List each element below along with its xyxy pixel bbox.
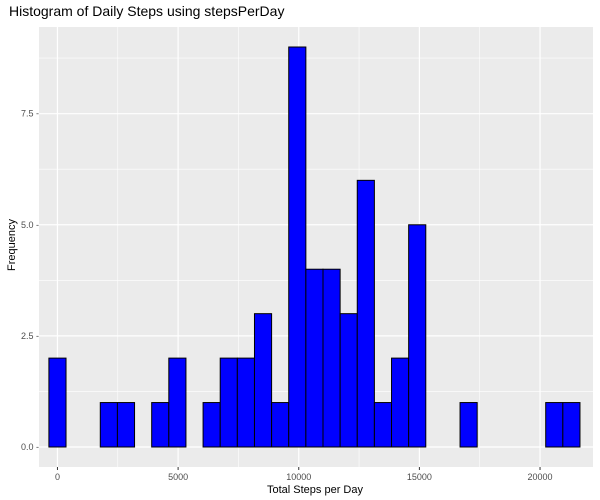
histogram-bar bbox=[253, 313, 273, 448]
y-axis-ticks: 0.0 - 2.5 - 5.0 - 7.5 - bbox=[21, 109, 39, 452]
histogram-bar bbox=[391, 357, 410, 448]
histogram-bar bbox=[48, 357, 67, 448]
histogram-bar bbox=[322, 268, 341, 448]
histogram-bar bbox=[356, 179, 375, 448]
histogram-bar bbox=[545, 402, 564, 448]
chart-title: Histogram of Daily Steps using stepsPerD… bbox=[9, 3, 284, 19]
y-axis-title: Frequency bbox=[6, 219, 18, 271]
x-tick-label: 20000 bbox=[528, 472, 553, 482]
histogram-bar bbox=[288, 46, 307, 448]
histogram-bar bbox=[459, 402, 478, 448]
x-axis-title: Total Steps per Day bbox=[267, 484, 363, 496]
histogram-bar bbox=[408, 224, 427, 448]
x-tick-label: 10000 bbox=[286, 472, 311, 482]
histogram-bar bbox=[168, 357, 187, 448]
x-axis-ticks: 0 5000 10000 15000 20000 bbox=[55, 467, 553, 482]
histogram-bar bbox=[151, 402, 170, 448]
histogram-bar bbox=[373, 402, 393, 448]
histogram-bar bbox=[219, 357, 238, 448]
histogram-bar bbox=[99, 402, 118, 448]
x-tick-label: 5000 bbox=[168, 472, 188, 482]
histogram-bar bbox=[116, 402, 136, 448]
y-tick-label: 0.0 - bbox=[21, 442, 39, 452]
histogram-bar bbox=[562, 402, 581, 448]
histogram-bar bbox=[339, 313, 358, 448]
histogram-bar bbox=[202, 402, 221, 448]
histogram-bar bbox=[305, 268, 324, 448]
y-tick-label: 5.0 - bbox=[21, 220, 39, 230]
y-tick-label: 2.5 - bbox=[21, 331, 39, 341]
histogram-bar bbox=[236, 357, 255, 448]
histogram-bar bbox=[271, 402, 290, 448]
x-tick-label: 0 bbox=[55, 472, 60, 482]
x-tick-label: 15000 bbox=[407, 472, 432, 482]
histogram-bars bbox=[48, 46, 581, 448]
y-tick-label: 7.5 - bbox=[21, 109, 39, 119]
